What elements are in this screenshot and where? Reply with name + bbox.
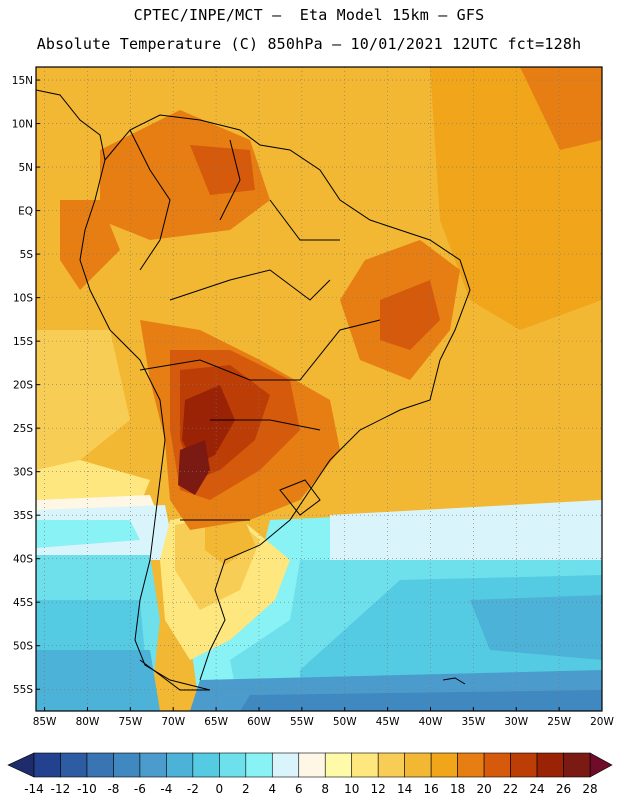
longitude-labels: 85W 80W 75W 70W 65W 60W 55W 50W 45W 40W 35W 30W 25W 2…: [33, 707, 614, 728]
colorbar-label: 16: [424, 782, 439, 796]
colorbar-label: 20: [476, 782, 491, 796]
lat-label: 45S: [13, 597, 33, 609]
colorbar-swatch: [324, 752, 353, 778]
colorbar-over-triangle: [589, 752, 613, 778]
colorbar-label: 6: [295, 782, 303, 796]
colorbar-swatch: [536, 752, 564, 778]
colorbar-swatch: [457, 752, 485, 778]
colorbar-swatch: [510, 752, 538, 778]
lon-label: 75W: [118, 716, 142, 728]
colorbar-swatch: [113, 752, 141, 778]
colorbar-under-triangle: [7, 752, 35, 778]
lon-label: 50W: [333, 716, 357, 728]
colorbar-swatch: [404, 752, 432, 778]
colorbar-swatch: [33, 752, 61, 778]
lon-label: 80W: [76, 716, 100, 728]
colorbar-label: 0: [216, 782, 224, 796]
lat-label: 10S: [13, 293, 33, 305]
lat-label: 15N: [12, 75, 33, 87]
colorbar-swatch: [86, 752, 114, 778]
colorbar-swatch: [271, 752, 300, 778]
map-frame: [35, 66, 603, 712]
lon-label: 35W: [461, 716, 485, 728]
colorbar-label: -14: [24, 782, 44, 796]
latitude-labels: 15N 10N 5N EQ 5S 10S 15S 20S 25S 30S 35S 40S 45S 50S 5…: [12, 75, 40, 696]
lon-label: 40W: [419, 716, 443, 728]
colorbar: [7, 752, 613, 778]
colorbar-swatch: [192, 752, 220, 778]
lat-label: 30S: [13, 467, 33, 479]
lon-label: 85W: [33, 716, 57, 728]
colorbar-label: 12: [371, 782, 386, 796]
lat-label: 40S: [13, 554, 33, 566]
lat-label: 55S: [13, 684, 33, 696]
colorbar-swatch: [298, 752, 326, 778]
colorbar-label: 8: [321, 782, 329, 796]
colorbar-label: 28: [582, 782, 597, 796]
colorbar-swatch: [245, 752, 273, 778]
lon-label: 25W: [547, 716, 571, 728]
colorbar-label: -4: [160, 782, 172, 796]
colorbar-label: 14: [397, 782, 412, 796]
lat-label: 25S: [13, 423, 33, 435]
colorbar-label: -6: [134, 782, 146, 796]
colorbar-label: 26: [556, 782, 571, 796]
lat-label: 10N: [12, 119, 33, 131]
colorbar-label: 10: [344, 782, 359, 796]
colorbar-swatch: [483, 752, 511, 778]
lon-label: 20W: [590, 716, 614, 728]
colorbar-label: 2: [242, 782, 250, 796]
colorbar-label: -10: [77, 782, 97, 796]
chart-subtitle: Absolute Temperature (C) 850hPa – 10/01/…: [36, 35, 582, 53]
colorbar-swatch: [377, 752, 405, 778]
lat-label: 5S: [20, 249, 34, 261]
colorbar-label: -12: [51, 782, 71, 796]
lat-label: 15S: [13, 336, 33, 348]
graticule: [36, 67, 602, 711]
colorbar-labels: -14 -12 -10 -8 -6 -4 -2 0 2 4 6 8 10 12 14 16 18 20 22 24 26…: [24, 782, 597, 796]
lat-label: 5N: [18, 162, 33, 174]
lon-label: 30W: [504, 716, 528, 728]
lat-label: 35S: [13, 510, 33, 522]
lon-label: 55W: [290, 716, 314, 728]
colorbar-label: -2: [187, 782, 199, 796]
colorbar-swatch: [139, 752, 167, 778]
colorbar-swatch: [166, 752, 194, 778]
colorbar-swatch: [351, 752, 379, 778]
colorbar-label: 24: [529, 782, 544, 796]
colorbar-label: 18: [450, 782, 465, 796]
colorbar-swatch: [430, 752, 458, 778]
coastlines: [36, 89, 471, 691]
colorbar-swatch: [219, 752, 247, 778]
chart-title: CPTEC/INPE/MCT – Eta Model 15km – GFS: [133, 6, 485, 24]
lat-label: 50S: [13, 641, 33, 653]
colorbar-label: 4: [268, 782, 276, 796]
temperature-field: [36, 67, 602, 711]
colorbar-label: -8: [107, 782, 119, 796]
lon-label: 60W: [247, 716, 271, 728]
lon-label: 70W: [161, 716, 185, 728]
lon-label: 45W: [376, 716, 400, 728]
lat-label: 20S: [13, 380, 33, 392]
lat-label: EQ: [18, 206, 33, 218]
colorbar-swatch: [60, 752, 88, 778]
colorbar-swatch: [563, 752, 591, 778]
colorbar-label: 22: [503, 782, 518, 796]
lon-label: 65W: [204, 716, 228, 728]
